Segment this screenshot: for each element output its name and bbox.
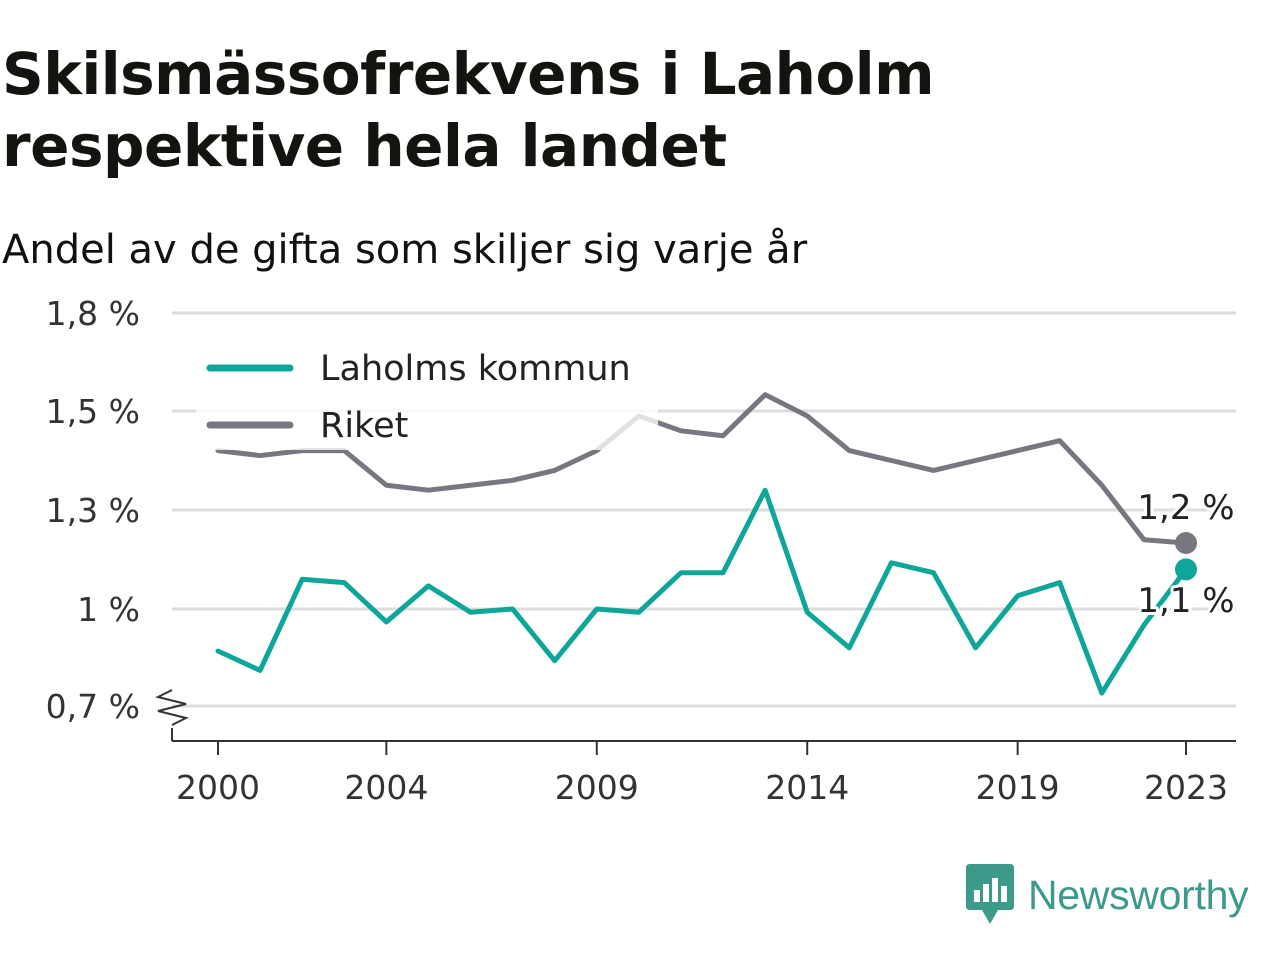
y-tick-label: 1 %	[77, 590, 140, 629]
x-axis	[155, 689, 1236, 742]
brand-logo[interactable]: Newsworthy	[964, 862, 1249, 928]
y-tick-label: 1,3 %	[46, 491, 140, 530]
series-line-riket	[215, 392, 1189, 546]
x-tick-label: 2019	[976, 768, 1060, 807]
x-tick-label: 2000	[176, 768, 260, 807]
chart-subtitle: Andel av de gifta som skiljer sig varje …	[2, 227, 808, 273]
end-point-laholm	[1175, 558, 1197, 581]
x-tick-label: 2004	[344, 768, 428, 807]
x-tick-label: 2014	[765, 768, 849, 807]
end-label-laholm: 1,1 %	[1137, 581, 1234, 621]
y-tick-label: 0,7 %	[46, 687, 140, 726]
legend: Laholms kommun Riket	[196, 338, 658, 450]
chart-title: Skilsmässofrekvens i Laholm respektive h…	[2, 40, 935, 180]
y-axis-tick-labels: 0,7 % 1 % 1,3 % 1,5 % 1,8 %	[46, 294, 140, 726]
series-lines	[215, 392, 1197, 696]
x-axis-tick-labels: 2000 2004 2009 2014 2019 2023	[176, 741, 1228, 807]
x-tick-label: 2009	[555, 768, 639, 807]
series-line-laholm	[215, 487, 1189, 696]
line-chart: 0,7 % 1 % 1,3 % 1,5 % 1,8 % 2000 2004 2009 2014…	[46, 294, 1238, 807]
newsworthy-logo-icon	[966, 864, 1014, 924]
brand-name: Newsworthy	[1028, 871, 1249, 918]
legend-label: Laholms kommun	[320, 349, 631, 389]
y-tick-label: 1,8 %	[46, 294, 140, 333]
y-tick-label: 1,5 %	[46, 392, 140, 431]
legend-background	[196, 338, 658, 450]
end-labels: 1,2 % 1,1 %	[1134, 485, 1237, 624]
legend-label: Riket	[320, 406, 408, 446]
end-label-riket: 1,2 %	[1137, 488, 1234, 528]
axis-break-icon	[155, 689, 189, 726]
x-tick-label: 2023	[1144, 768, 1228, 807]
end-point-riket	[1175, 532, 1197, 554]
